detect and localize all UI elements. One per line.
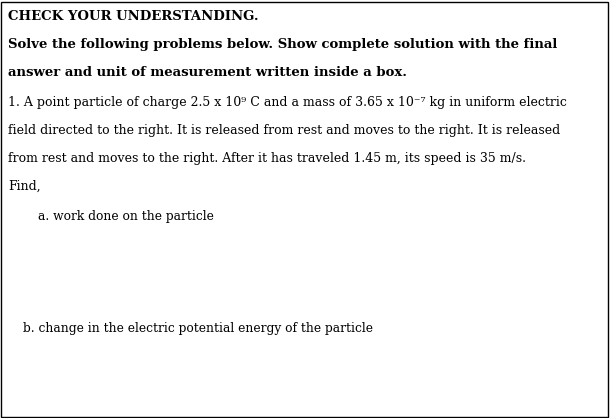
Text: 1. A point particle of charge 2.5 x 10⁹ C and a mass of 3.65 x 10⁻⁷ kg in unifor: 1. A point particle of charge 2.5 x 10⁹ … [8,96,567,109]
Text: answer and unit of measurement written inside a box.: answer and unit of measurement written i… [8,66,407,79]
Text: CHECK YOUR UNDERSTANDING.: CHECK YOUR UNDERSTANDING. [8,10,259,23]
Text: a. work done on the particle: a. work done on the particle [38,210,214,223]
Text: from rest and moves to the right. After it has traveled 1.45 m, its speed is 35 : from rest and moves to the right. After … [8,152,526,165]
Text: b. change in the electric potential energy of the particle: b. change in the electric potential ener… [23,322,373,335]
Text: Find,: Find, [8,180,41,193]
Text: field directed to the right. It is released from rest and moves to the right. It: field directed to the right. It is relea… [8,124,560,137]
Text: Solve the following problems below. Show complete solution with the final: Solve the following problems below. Show… [8,38,558,51]
